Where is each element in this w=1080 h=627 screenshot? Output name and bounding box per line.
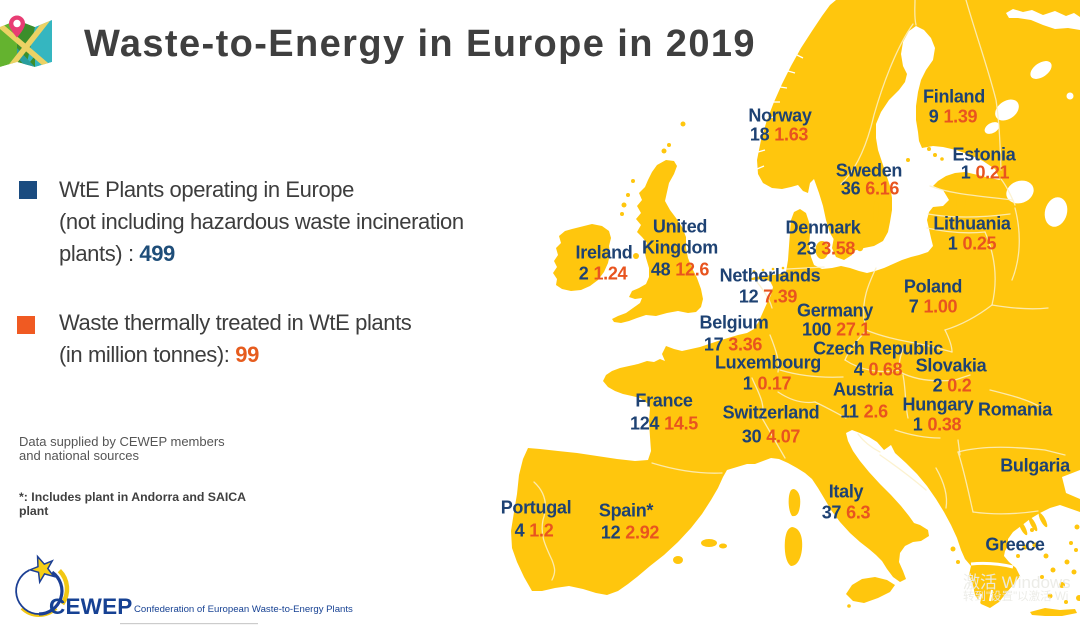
svg-text:Confederation of European Wast: Confederation of European Waste-to-Energ…	[134, 604, 353, 615]
svg-text:CEWEP: CEWEP	[49, 594, 133, 619]
